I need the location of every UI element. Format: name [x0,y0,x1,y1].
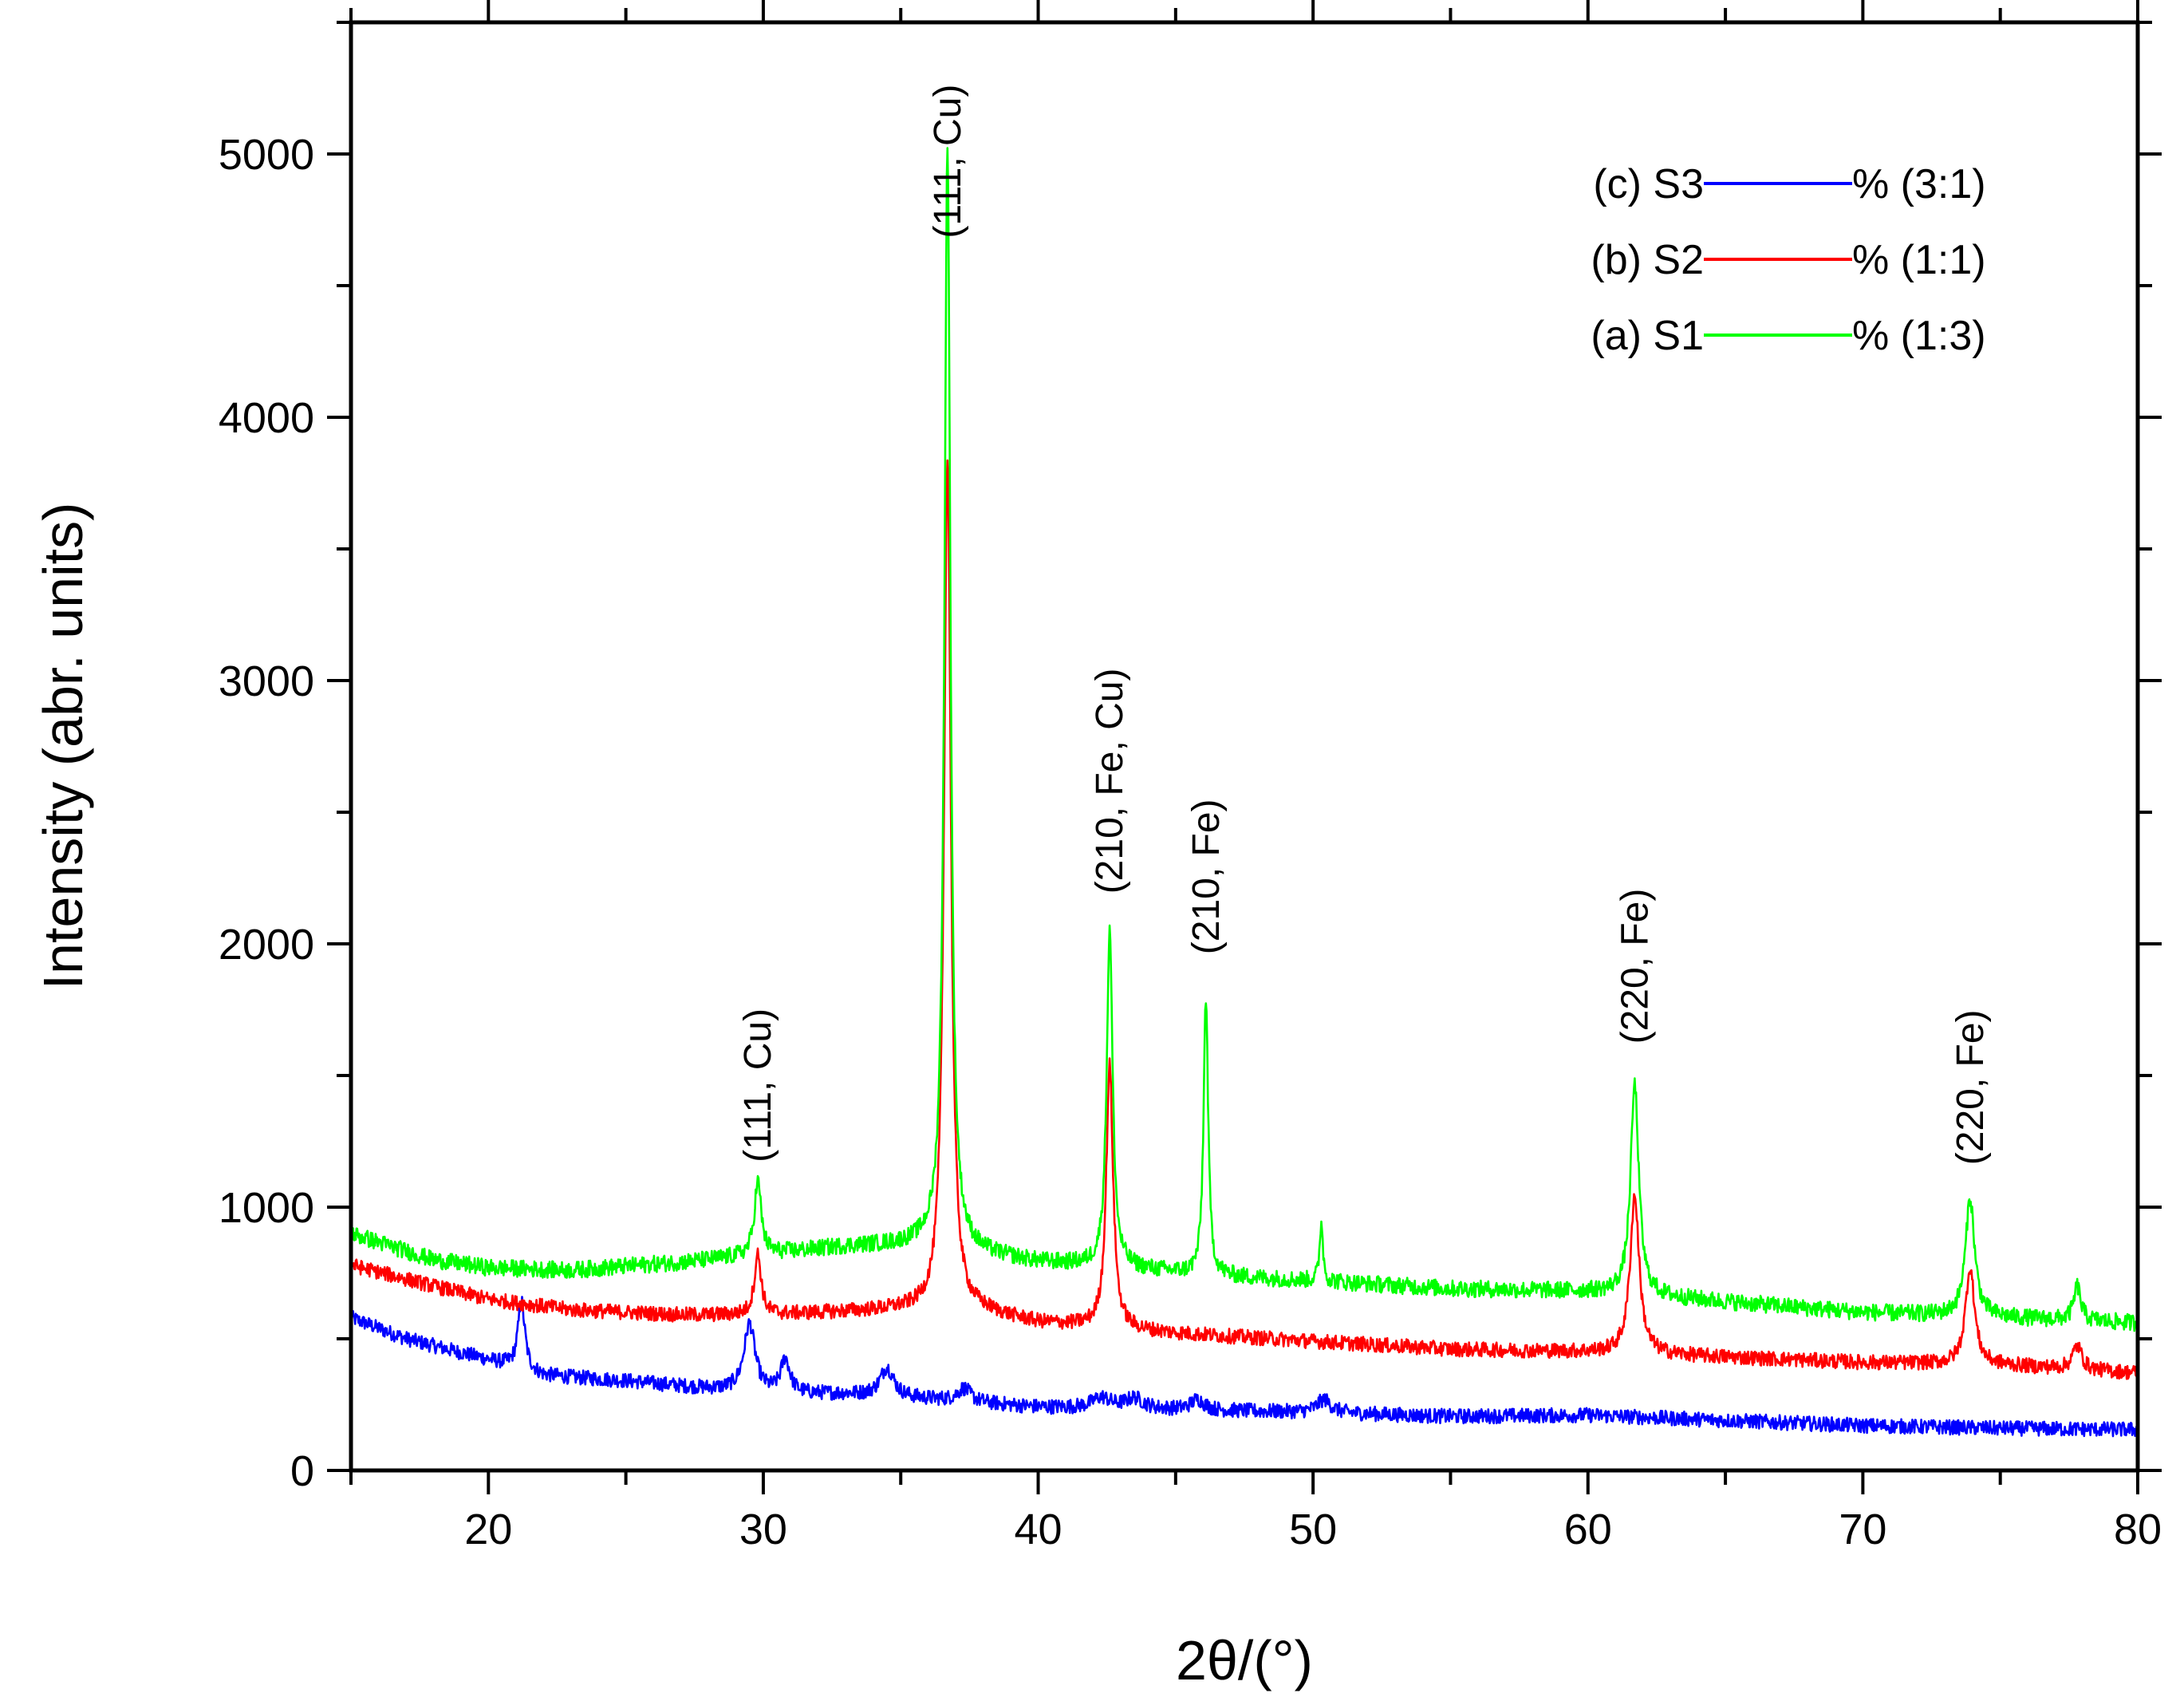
series-line-s2 [349,459,2139,1380]
x-tick-label: 50 [1289,1506,1337,1553]
legend-label-suffix: % (1:3) [1852,313,1986,359]
x-tick-label: 20 [464,1506,512,1553]
y-tick-label: 3000 [219,657,314,705]
y-tick-label: 4000 [219,394,314,442]
y-tick-label: 0 [290,1447,314,1495]
peak-label: (210, Fe, Cu) [1089,669,1131,894]
y-tick-label: 5000 [219,131,314,179]
peak-label: (111, Cu) [737,1008,779,1162]
annotations-layer: (111, Cu) (111, Cu) (210, Fe, Cu) (210, Fe)… [737,85,1992,1166]
x-tick-label: 40 [1014,1506,1062,1553]
peak-label: (210, Fe) [1185,799,1228,954]
ticks-layer: 20 30 40 50 60 70 80 0 1000 2000 3000 4000 5000 [219,0,2162,1553]
legend-label-prefix: (a) S1 [1591,313,1704,359]
series-layer [349,147,2139,1438]
legend-label-prefix: (c) S3 [1593,161,1704,207]
peak-label: (111, Cu) [927,85,969,239]
y-tick-label: 1000 [219,1184,314,1232]
x-tick-label: 60 [1564,1506,1612,1553]
x-tick-label: 70 [1839,1506,1886,1553]
peak-label: (220, Fe) [1614,889,1656,1044]
x-tick-label: 30 [739,1506,787,1553]
series-line-s1 [349,147,2139,1332]
y-tick-label: 2000 [219,921,314,969]
y-axis-title: Intensity (abr. units) [32,503,94,990]
x-tick-label: 80 [2114,1506,2162,1553]
plot-frame [349,20,2140,1473]
x-axis-title: 2θ/(°) [1176,1629,1313,1691]
legend-label-suffix: % (1:1) [1852,237,1986,283]
peak-label: (220, Fe) [1949,1009,1992,1165]
series-line-s3 [349,1296,2139,1438]
legend: (c) S3 % (3:1) (b) S2 % (1:1) (a) S1 % (1:3) [1591,161,1985,359]
legend-label-suffix: % (3:1) [1852,161,1986,207]
legend-label-prefix: (b) S2 [1591,237,1704,283]
